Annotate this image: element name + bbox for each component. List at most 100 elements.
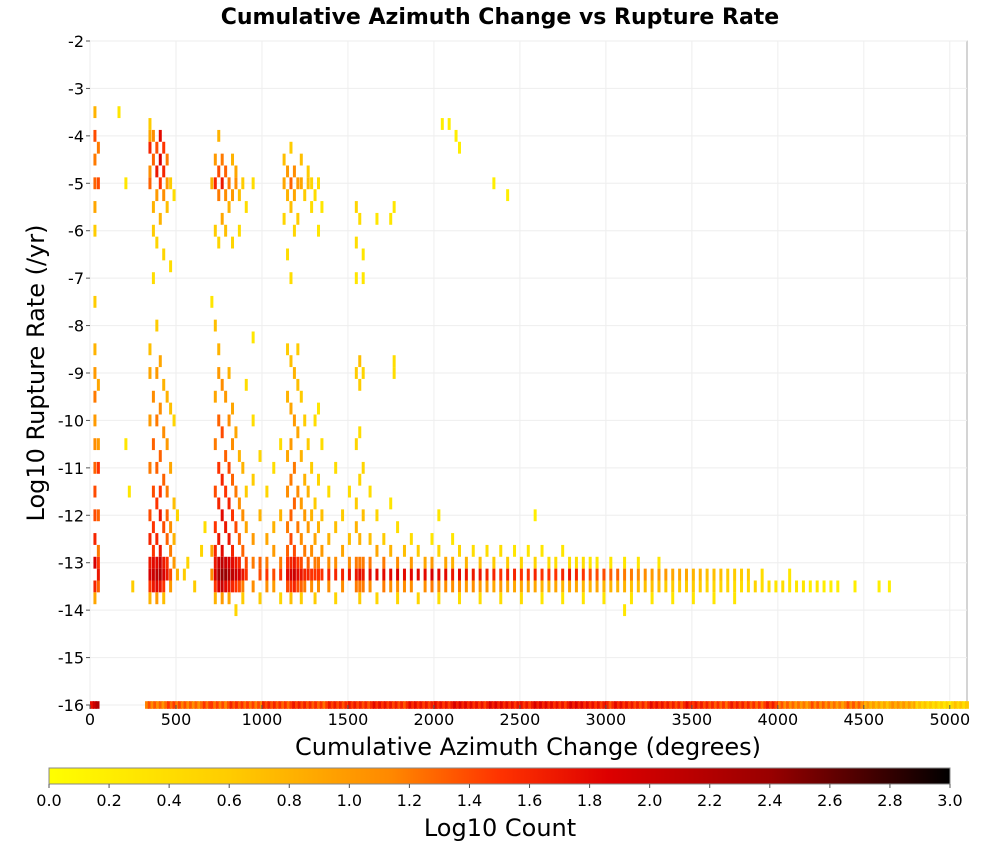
heatmap-cell [151,153,155,166]
heatmap-cell [258,592,262,605]
heatmap-cell [279,592,283,605]
heatmap-cell [526,544,530,557]
heatmap-cell [368,485,372,498]
band-cell [226,701,231,709]
band-cell [240,701,245,709]
band-cell [956,701,961,709]
heatmap-cell [358,426,362,439]
heatmap-cell [210,544,214,557]
band-cell [705,701,710,709]
heatmap-cell [684,568,688,581]
heatmap-cell [478,592,482,605]
colorbar-tick-label: 2.6 [817,791,842,810]
heatmap-cell [609,568,613,581]
band-cell [724,701,729,709]
heatmap-cell [746,580,750,593]
heatmap-cell [513,568,517,581]
heatmap-cell [691,568,695,581]
heatmap-cell [224,521,228,534]
band-cell [194,701,199,709]
band-cell [619,701,624,709]
heatmap-cell [581,568,585,581]
heatmap-cell [554,568,558,581]
heatmap-cell [836,580,840,593]
band-cell [880,701,885,709]
heatmap-cell [506,580,510,593]
band-cell [945,701,950,709]
band-cell [583,701,588,709]
heatmap-cell [289,438,293,451]
heatmap-cell [162,248,166,261]
band-cell [783,701,788,709]
grid-layer [89,40,967,706]
heatmap-cell [650,592,654,605]
heatmap-cell [526,580,530,593]
heatmap-cell [341,509,345,522]
band-cell [774,701,779,709]
band-cell [95,701,100,709]
heatmap-cell [554,580,558,593]
heatmap-cell [296,568,300,581]
heatmap-cell [334,556,338,569]
heatmap-cell [155,165,159,178]
band-cell [760,701,765,709]
y-tick-label: -13 [58,554,84,573]
band-cell [899,701,904,709]
heatmap-cell [292,189,296,202]
band-cell [386,701,391,709]
heatmap-cell [279,509,283,522]
band-cell [191,701,196,709]
heatmap-cell [447,118,451,130]
band-cell [905,701,910,709]
heatmap-cell [609,556,613,569]
heatmap-cell [547,556,551,569]
band-cell [746,701,751,709]
heatmap-cell [172,497,176,510]
band-cell [375,701,380,709]
heatmap-cell [691,592,695,605]
heatmap-cell [162,521,166,534]
heatmap-cell [151,201,155,213]
band-cell [666,701,671,709]
colorbar-tick-label: 2.4 [757,791,782,810]
heatmap-cell [231,556,235,569]
heatmap-cell [444,580,448,593]
heatmap-cell [310,201,314,213]
heatmap-cell [733,592,737,605]
heatmap-cell [396,521,400,534]
heatmap-cell [306,165,310,178]
heatmap-cell [499,544,503,557]
heatmap-cell [636,580,640,593]
band-cell [735,701,740,709]
colorbar-ticks: 0.0 0.2 0.4 0.6 0.8 1.0 1.2 1.4 1.6 1.8 2.0 2.2 2.4 2… [36,784,963,810]
heatmap-cell [788,568,792,581]
heatmap-cell [296,521,300,534]
band-cell [768,701,773,709]
heatmap-cell [158,580,162,593]
band-cell [447,701,452,709]
heatmap-cell [155,580,159,593]
heatmap-cell [155,556,159,569]
heatmap-cell [698,568,702,581]
band-cell [788,701,793,709]
heatmap-cell [334,592,338,605]
heatmap-cell [158,212,162,225]
heatmap-cell [227,414,231,427]
band-cell [178,701,183,709]
heatmap-cell [296,580,300,593]
heatmap-cell [282,177,286,190]
band-cell [591,701,596,709]
heatmap-cell [636,556,640,569]
band-cell [156,701,161,709]
x-tick-label: 2500 [500,710,541,729]
heatmap-cell [313,414,317,427]
band-cell [585,701,590,709]
heatmap-cell [231,236,235,249]
heatmap-cell [299,177,303,190]
heatmap-cell [93,153,97,166]
heatmap-cell [96,509,100,522]
band-cell [450,701,455,709]
heatmap-cell [151,556,155,569]
heatmap-cell [533,568,537,581]
